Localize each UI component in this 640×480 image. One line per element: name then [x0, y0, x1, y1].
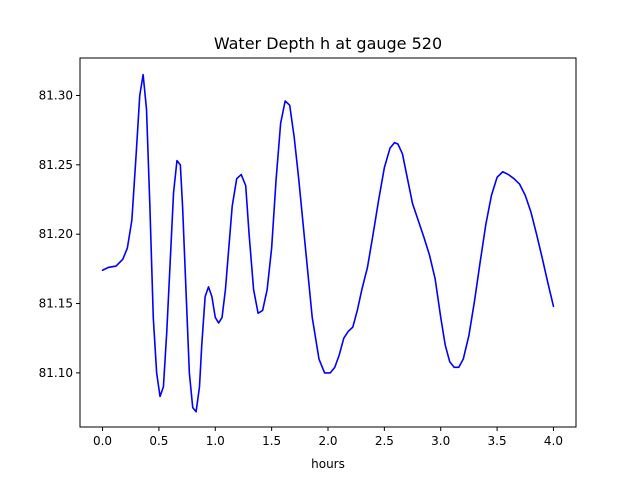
- axes-frame: [79, 57, 577, 428]
- x-tick-label: 1.0: [206, 434, 225, 448]
- x-tick-label: 3.0: [431, 434, 450, 448]
- x-tick-label: 0.5: [149, 434, 168, 448]
- y-tick-label: 81.20: [39, 227, 73, 241]
- y-tick-label: 81.25: [39, 158, 73, 172]
- x-tick-label: 3.5: [488, 434, 507, 448]
- y-tick-label: 81.30: [39, 88, 73, 102]
- x-tick-label: 4.0: [544, 434, 563, 448]
- x-tick-label: 2.0: [318, 434, 337, 448]
- plot-area: 0.0 0.5 1.0 1.5 2.0 2.5 3.0 3.5 4.0 81.10 81.15 81.…: [39, 57, 577, 448]
- x-tick-label: 1.5: [262, 434, 281, 448]
- x-axis-label: hours: [311, 457, 345, 471]
- y-tick-label: 81.15: [39, 297, 73, 311]
- y-tick-label: 81.10: [39, 366, 73, 380]
- chart-title: Water Depth h at gauge 520: [214, 34, 442, 53]
- x-tick-label: 0.0: [93, 434, 112, 448]
- x-tick-label: 2.5: [375, 434, 394, 448]
- series-line-0: [101, 73, 555, 413]
